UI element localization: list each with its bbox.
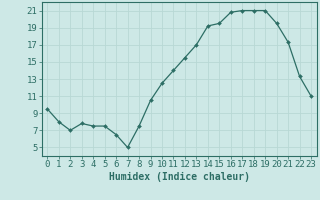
X-axis label: Humidex (Indice chaleur): Humidex (Indice chaleur) — [109, 172, 250, 182]
